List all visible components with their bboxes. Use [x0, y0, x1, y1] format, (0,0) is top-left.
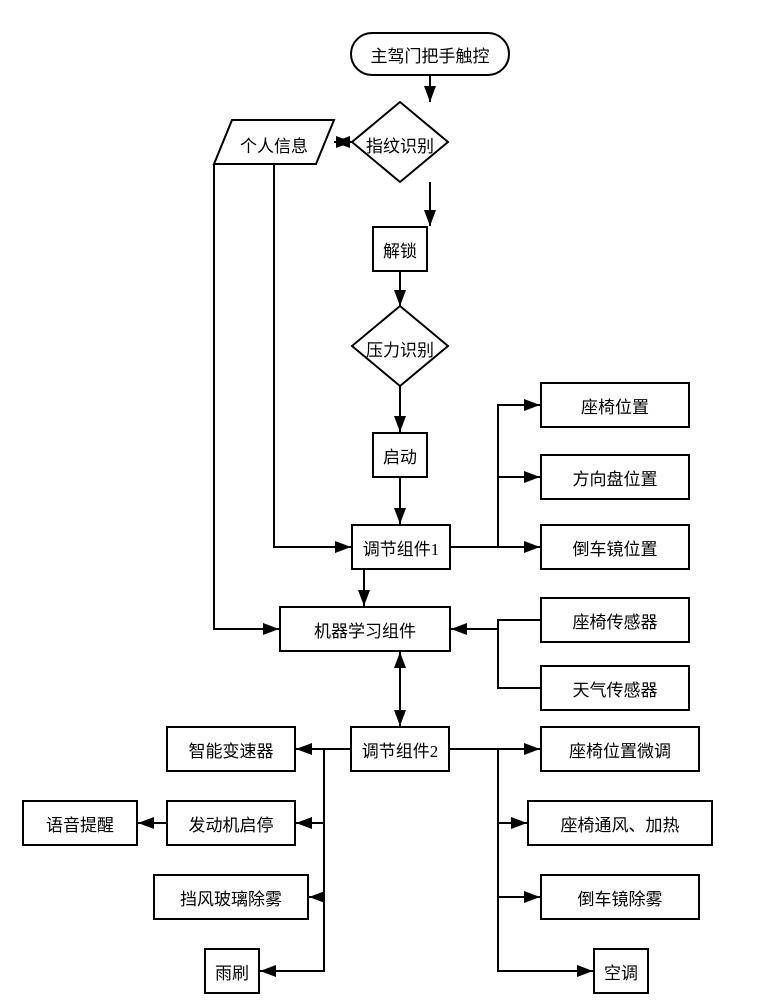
node-adjust2: 调节组件2 — [350, 726, 450, 772]
edge — [498, 629, 540, 688]
node-smarttrans: 智能变速器 — [166, 726, 296, 772]
node-wheelpos: 方向盘位置 — [540, 454, 690, 500]
edge — [498, 749, 527, 823]
node-wiper: 雨刷 — [204, 948, 260, 994]
node-fingerprint-label: 指纹识别 — [352, 132, 448, 157]
node-enginess: 发动机启停 — [166, 800, 296, 846]
edge — [214, 164, 279, 629]
node-adjust1: 调节组件1 — [351, 524, 451, 570]
node-pressure-label: 压力识别 — [352, 336, 448, 361]
node-weathersensor: 天气传感器 — [540, 665, 690, 711]
node-ignition: 启动 — [372, 432, 428, 478]
node-mirrorpos: 倒车镜位置 — [540, 524, 690, 570]
node-seatpos: 座椅位置 — [540, 382, 690, 428]
edge — [274, 164, 351, 547]
node-unlock: 解锁 — [372, 226, 428, 272]
node-ac: 空调 — [593, 948, 649, 994]
node-seatfine: 座椅位置微调 — [540, 726, 700, 772]
node-ml: 机器学习组件 — [279, 606, 451, 652]
edge — [296, 749, 324, 823]
node-defog: 挡风玻璃除雾 — [153, 874, 309, 920]
node-personal-label: 个人信息 — [214, 132, 334, 157]
node-seathv: 座椅通风、加热 — [527, 800, 713, 846]
node-voice: 语音提醒 — [22, 800, 138, 846]
node-seatsensor: 座椅传感器 — [540, 597, 690, 643]
edge — [309, 823, 324, 897]
node-start: 主驾门把手触控 — [350, 32, 510, 76]
edge — [451, 620, 540, 629]
node-mirrordefog: 倒车镜除雾 — [540, 874, 700, 920]
